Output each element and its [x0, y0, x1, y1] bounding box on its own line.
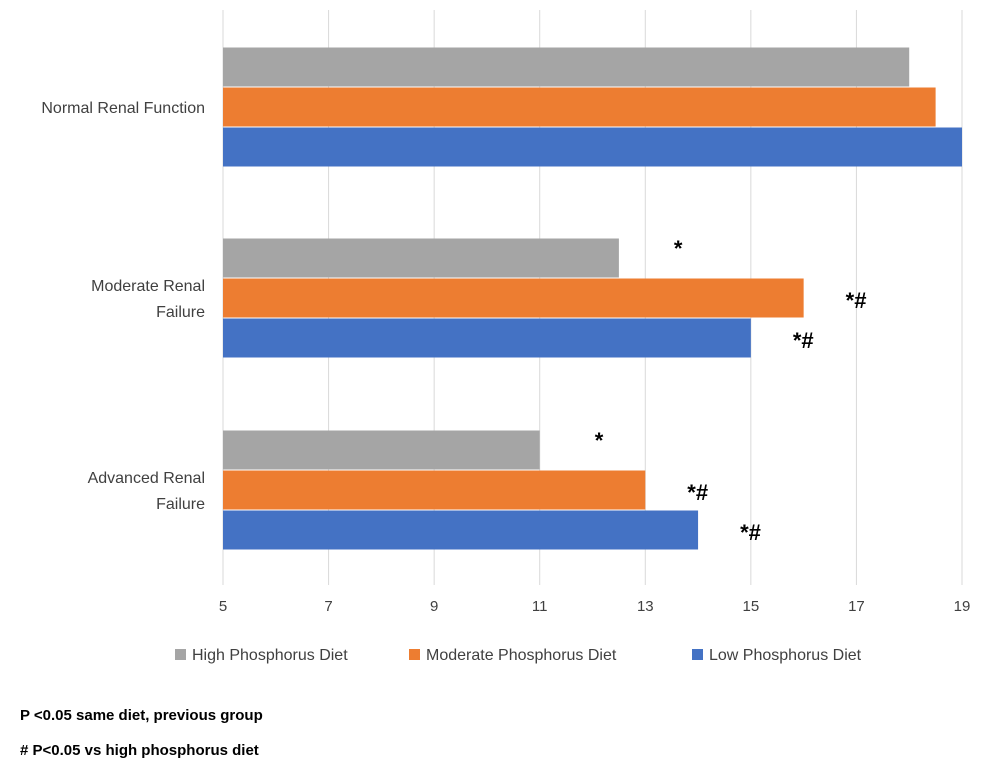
legend-label: High Phosphorus Diet [192, 647, 348, 664]
significance-annotations: * *# *# * *# *# [595, 236, 867, 545]
category-label: Moderate Renal [91, 278, 205, 295]
x-tick-label: 15 [743, 598, 760, 615]
bar-chart: * *# *# * *# *# Normal Renal Function Moderate… [41, 10, 971, 664]
x-tick-label: 5 [219, 598, 227, 615]
x-tick-label: 9 [430, 598, 438, 615]
legend-swatch [409, 649, 420, 660]
legend-label: Moderate Phosphorus Diet [426, 647, 617, 664]
x-tick-label: 7 [324, 598, 332, 615]
significance-annotation: * [595, 428, 604, 453]
category-label: Normal Renal Function [41, 100, 205, 117]
x-tick-label: 13 [637, 598, 654, 615]
significance-annotation: * [674, 236, 683, 261]
significance-annotation: *# [846, 288, 867, 313]
legend: High Phosphorus Diet Moderate Phosphorus … [175, 647, 862, 664]
bar [223, 510, 699, 550]
legend-label: Low Phosphorus Diet [709, 647, 862, 664]
bar [223, 470, 646, 510]
x-tick-label: 17 [848, 598, 865, 615]
x-tick-label: 19 [954, 598, 971, 615]
category-label: Failure [156, 304, 205, 321]
bar [223, 238, 619, 278]
bar [223, 127, 962, 167]
bar [223, 47, 910, 87]
bar [223, 87, 936, 127]
category-label: Advanced Renal [88, 470, 205, 487]
bar [223, 430, 540, 470]
legend-swatch [175, 649, 186, 660]
x-tick-label: 11 [532, 598, 548, 615]
bar [223, 318, 751, 358]
category-label: Failure [156, 496, 205, 513]
significance-annotation: *# [793, 328, 814, 353]
significance-annotation: *# [687, 480, 708, 505]
footnote-1: P <0.05 same diet, previous group [20, 707, 263, 724]
x-tick-labels: 5 7 9 11 13 15 17 19 [219, 598, 971, 615]
bars [223, 47, 962, 550]
footnote-2: # P<0.05 vs high phosphorus diet [20, 742, 259, 759]
significance-annotation: *# [740, 520, 761, 545]
category-labels: Normal Renal Function Moderate Renal Failu… [41, 100, 205, 513]
bar [223, 278, 804, 318]
legend-swatch [692, 649, 703, 660]
